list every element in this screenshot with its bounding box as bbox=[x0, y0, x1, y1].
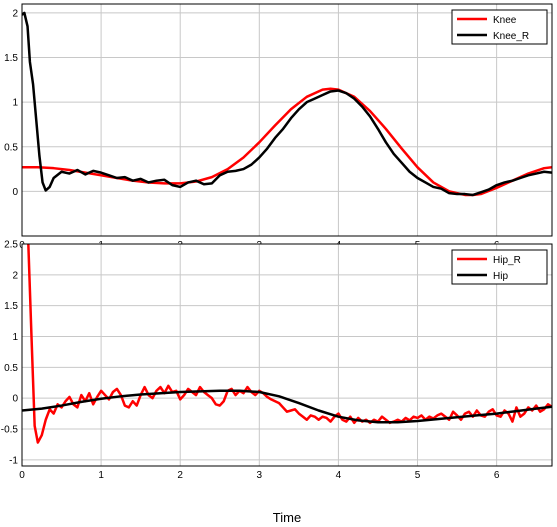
hip-y-tick-label: 1 bbox=[12, 332, 18, 343]
hip-tick-labels: 0 1 2 3 4 5 6 -1 -0.5 0 0.5 1 1.5 2 2.5 bbox=[1, 240, 500, 482]
hip-x-tick-label: 3 bbox=[257, 470, 263, 481]
hip-y-tick-label: -0.5 bbox=[1, 425, 19, 436]
knee-legend: Knee Knee_R bbox=[451, 9, 548, 45]
hip-plot: 0 1 2 3 4 5 6 -1 -0.5 0 0.5 1 1.5 2 2.5 Hip_R Hip Time bbox=[1, 240, 553, 525]
hip-legend-box bbox=[451, 249, 548, 285]
hip-y-tick-label: 0 bbox=[12, 394, 18, 405]
hip-y-tick-label: 1.5 bbox=[4, 301, 18, 312]
hip-x-tick-label: 4 bbox=[336, 470, 342, 481]
hip-x-tick-label: 2 bbox=[177, 470, 183, 481]
hip-x-tick-label: 5 bbox=[415, 470, 421, 481]
knee-y-tick-label: 0.5 bbox=[4, 142, 18, 153]
legend-hip-r-label: Hip_R bbox=[493, 255, 521, 266]
series-line-hip bbox=[22, 389, 552, 424]
hip-legend: Hip_R Hip bbox=[451, 249, 548, 285]
legend-knee-r-label: Knee_R bbox=[493, 31, 529, 42]
hip-y-tick-label: 0.5 bbox=[4, 363, 18, 374]
legend-knee-label: Knee bbox=[493, 15, 517, 26]
hip-series bbox=[22, 244, 552, 444]
hip-plot-frame bbox=[21, 243, 553, 467]
series-line-knee-r bbox=[22, 11, 552, 197]
hip-x-tick-label: 6 bbox=[494, 470, 500, 481]
hip-x-tick-label: 1 bbox=[98, 470, 104, 481]
knee-legend-box bbox=[451, 9, 548, 45]
hip-x-tick-label: 0 bbox=[19, 470, 25, 481]
knee-y-tick-label: 0 bbox=[12, 187, 18, 198]
knee-plot: 012345600.511.52 Knee Knee_R bbox=[4, 3, 553, 251]
knee-y-tick-label: 1 bbox=[12, 98, 18, 109]
knee-grid bbox=[21, 4, 552, 236]
knee-plot-frame bbox=[21, 3, 553, 237]
hip-y-tick-label: 2.5 bbox=[4, 240, 18, 251]
knee-series bbox=[22, 11, 552, 197]
hip-y-tick-label: 2 bbox=[12, 270, 18, 281]
hip-y-tick-label: -1 bbox=[9, 455, 18, 466]
knee-y-tick-label: 2 bbox=[12, 8, 18, 19]
knee-y-tick-label: 1.5 bbox=[4, 53, 18, 64]
series-line-hip-r bbox=[27, 244, 552, 444]
legend-hip-label: Hip bbox=[493, 271, 508, 282]
x-axis-label: Time bbox=[273, 510, 301, 525]
